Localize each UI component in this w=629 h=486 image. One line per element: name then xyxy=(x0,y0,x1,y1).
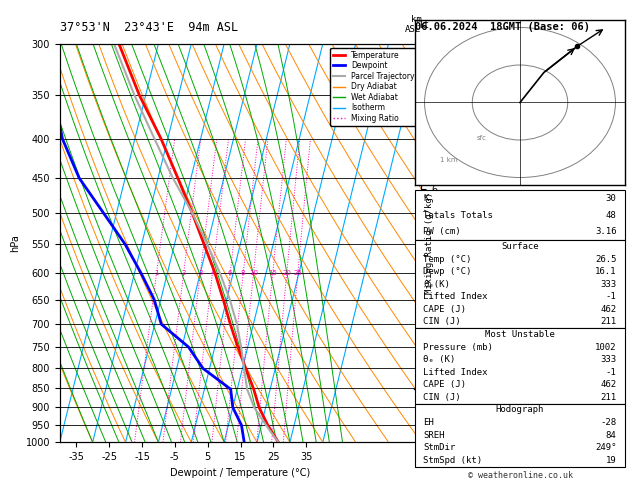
Text: -1: -1 xyxy=(606,292,616,301)
Text: 1 km: 1 km xyxy=(440,157,457,163)
Text: 30: 30 xyxy=(606,194,616,203)
Text: Temp (°C): Temp (°C) xyxy=(423,255,472,263)
Text: 25: 25 xyxy=(294,270,302,276)
Text: 19: 19 xyxy=(606,456,616,465)
Text: StmDir: StmDir xyxy=(423,443,455,452)
Text: 6: 6 xyxy=(228,270,233,276)
Text: 3: 3 xyxy=(198,270,203,276)
Text: 16.1: 16.1 xyxy=(595,267,616,276)
Text: 211: 211 xyxy=(601,317,616,327)
Text: 333: 333 xyxy=(601,279,616,289)
Text: CIN (J): CIN (J) xyxy=(423,393,461,402)
Text: 1002: 1002 xyxy=(595,343,616,351)
Text: Lifted Index: Lifted Index xyxy=(423,368,488,377)
Text: 2: 2 xyxy=(181,270,186,276)
Text: 48: 48 xyxy=(606,210,616,220)
Text: 211: 211 xyxy=(601,393,616,402)
Text: Surface: Surface xyxy=(501,242,539,251)
Bar xyxy=(415,190,625,240)
Text: 3.16: 3.16 xyxy=(595,227,616,236)
Text: StmSpd (kt): StmSpd (kt) xyxy=(423,456,482,465)
Text: km
ASL: km ASL xyxy=(405,15,421,34)
Text: 462: 462 xyxy=(601,305,616,314)
Bar xyxy=(415,328,625,404)
Text: 26.5: 26.5 xyxy=(595,255,616,263)
Text: 1: 1 xyxy=(154,270,159,276)
Text: θₑ (K): θₑ (K) xyxy=(423,355,455,364)
Text: CAPE (J): CAPE (J) xyxy=(423,381,466,389)
Text: 249°: 249° xyxy=(595,443,616,452)
Text: 37°53'N  23°43'E  94m ASL: 37°53'N 23°43'E 94m ASL xyxy=(60,21,238,34)
Y-axis label: hPa: hPa xyxy=(10,234,20,252)
Text: sfc: sfc xyxy=(477,135,487,141)
Bar xyxy=(415,240,625,328)
Text: Most Unstable: Most Unstable xyxy=(485,330,555,339)
Text: Totals Totals: Totals Totals xyxy=(423,210,493,220)
Text: Hodograph: Hodograph xyxy=(496,405,544,415)
Text: kt: kt xyxy=(419,20,429,30)
Text: 15: 15 xyxy=(269,270,277,276)
Text: 8: 8 xyxy=(241,270,245,276)
X-axis label: Dewpoint / Temperature (°C): Dewpoint / Temperature (°C) xyxy=(170,468,311,478)
Text: -1: -1 xyxy=(606,368,616,377)
Text: SREH: SREH xyxy=(423,431,445,440)
Text: PW (cm): PW (cm) xyxy=(423,227,461,236)
Text: 462: 462 xyxy=(601,381,616,389)
Text: 20: 20 xyxy=(282,270,291,276)
Text: CAPE (J): CAPE (J) xyxy=(423,305,466,314)
Text: 06.06.2024  18GMT (Base: 06): 06.06.2024 18GMT (Base: 06) xyxy=(415,22,590,32)
Text: 10: 10 xyxy=(249,270,258,276)
Text: EH: EH xyxy=(423,418,434,427)
Text: LCL: LCL xyxy=(421,385,437,394)
Text: 333: 333 xyxy=(601,355,616,364)
Text: θₑ(K): θₑ(K) xyxy=(423,279,450,289)
Text: 4: 4 xyxy=(210,270,214,276)
Text: Mixing Ratio (g/kg): Mixing Ratio (g/kg) xyxy=(425,192,433,294)
Text: Pressure (mb): Pressure (mb) xyxy=(423,343,493,351)
Text: Dewp (°C): Dewp (°C) xyxy=(423,267,472,276)
Bar xyxy=(415,404,625,467)
Text: Lifted Index: Lifted Index xyxy=(423,292,488,301)
Text: CIN (J): CIN (J) xyxy=(423,317,461,327)
Text: K: K xyxy=(423,194,429,203)
Text: -28: -28 xyxy=(601,418,616,427)
Legend: Temperature, Dewpoint, Parcel Trajectory, Dry Adiabat, Wet Adiabat, Isotherm, Mi: Temperature, Dewpoint, Parcel Trajectory… xyxy=(330,48,418,126)
Text: 84: 84 xyxy=(606,431,616,440)
Text: © weatheronline.co.uk: © weatheronline.co.uk xyxy=(467,471,572,480)
